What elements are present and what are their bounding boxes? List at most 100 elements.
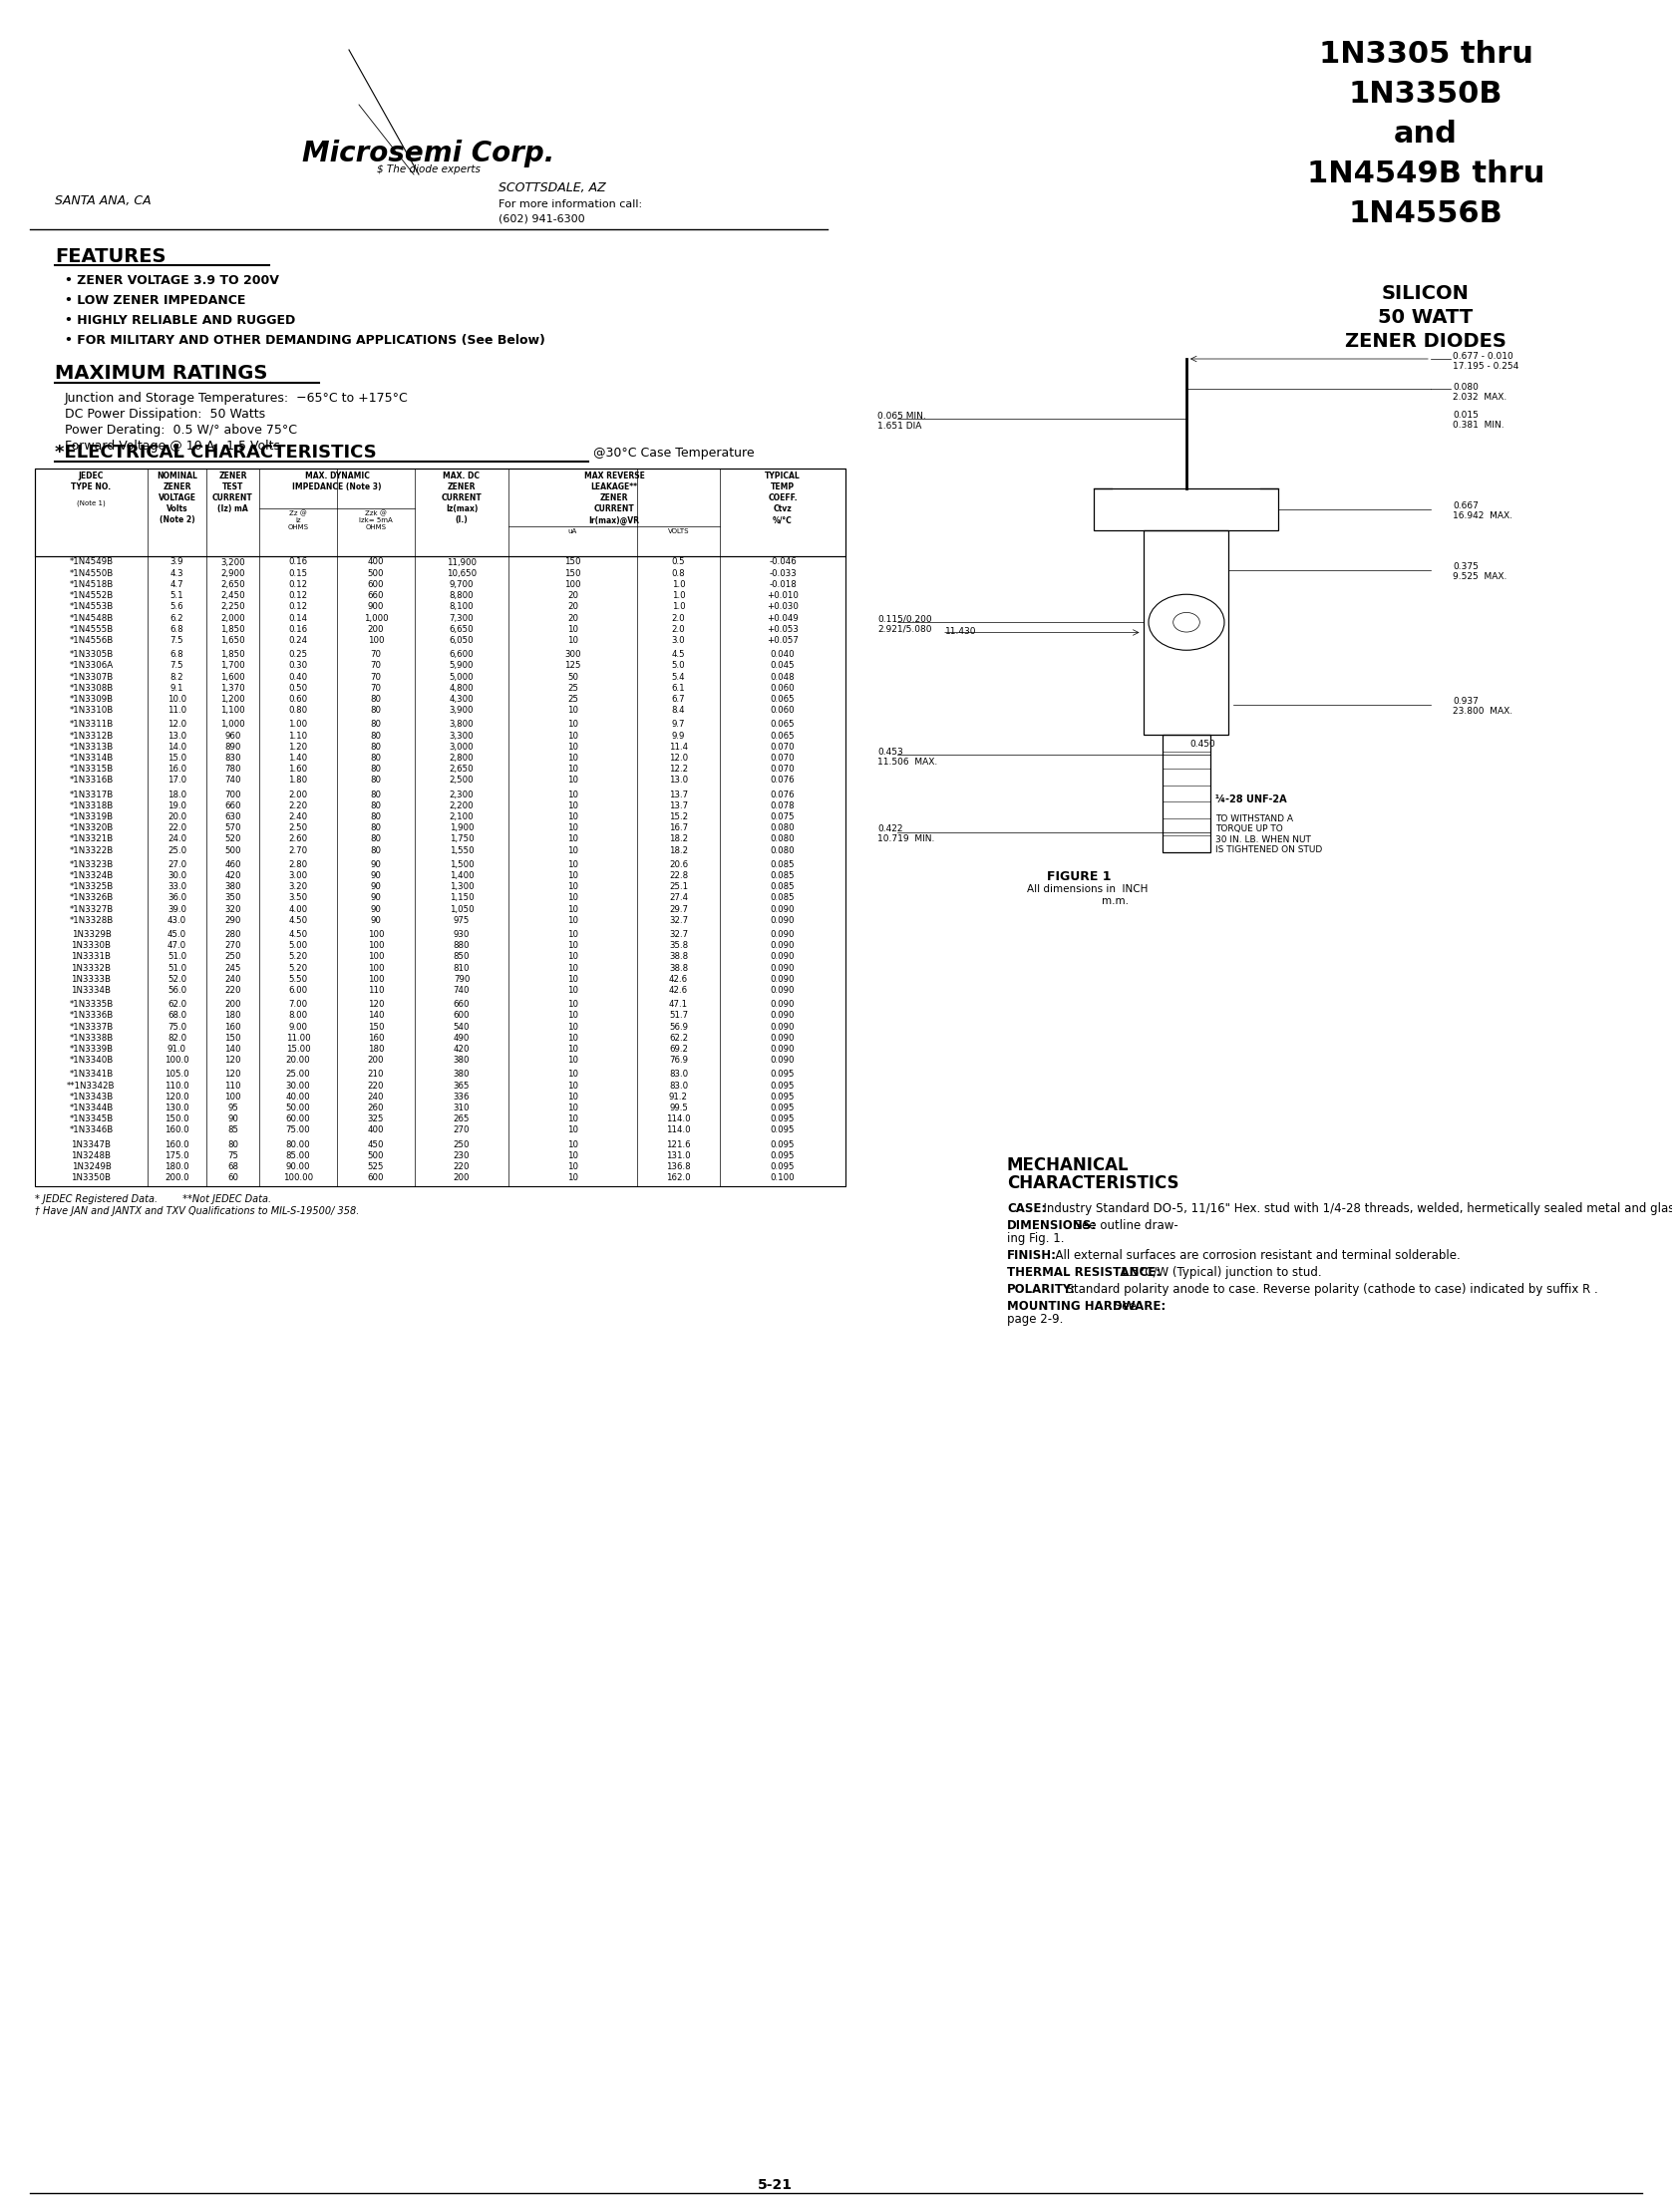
Text: All dimensions in  INCH: All dimensions in INCH: [1027, 885, 1149, 894]
Text: Power Derating:  0.5 W/° above 75°C: Power Derating: 0.5 W/° above 75°C: [65, 425, 298, 436]
Text: 70: 70: [371, 672, 381, 681]
Text: *1N3305B: *1N3305B: [69, 650, 114, 659]
Text: ing Fig. 1.: ing Fig. 1.: [1007, 1232, 1065, 1245]
Text: 60: 60: [227, 1172, 239, 1183]
Text: 110.0: 110.0: [166, 1082, 189, 1091]
Text: 890: 890: [224, 743, 241, 752]
Text: *1N3307B: *1N3307B: [69, 672, 114, 681]
Text: 35.8: 35.8: [669, 940, 687, 951]
Text: 140: 140: [368, 1011, 385, 1020]
Text: 600: 600: [453, 1011, 470, 1020]
Text: 90: 90: [371, 916, 381, 925]
Text: ZENER DIODES: ZENER DIODES: [1344, 332, 1506, 352]
Text: 91.0: 91.0: [167, 1044, 187, 1053]
Text: 150: 150: [565, 568, 580, 577]
Text: 250: 250: [453, 1139, 470, 1148]
Text: 80: 80: [371, 812, 381, 821]
Text: 960: 960: [224, 732, 241, 741]
Text: *1N3325B: *1N3325B: [69, 883, 114, 891]
Text: 51.0: 51.0: [167, 953, 187, 962]
Text: 0.065: 0.065: [771, 732, 794, 741]
Text: 260: 260: [368, 1104, 385, 1113]
Text: 10.0: 10.0: [167, 695, 187, 703]
Text: 10: 10: [567, 1093, 579, 1102]
Text: 9.1: 9.1: [171, 684, 184, 692]
Text: 0.090: 0.090: [771, 1033, 794, 1042]
Text: 5.50: 5.50: [289, 975, 308, 984]
Text: 0.090: 0.090: [771, 1000, 794, 1009]
Text: 570: 570: [224, 823, 241, 832]
Text: 0.677 - 0.010
17.195 - 0.254: 0.677 - 0.010 17.195 - 0.254: [1453, 352, 1518, 372]
Text: 3.9: 3.9: [171, 557, 184, 566]
Text: 0.937
23.800  MAX.: 0.937 23.800 MAX.: [1453, 697, 1513, 717]
Text: 1,850: 1,850: [221, 624, 246, 633]
Text: 60.00: 60.00: [286, 1115, 311, 1124]
Text: *1N3319B: *1N3319B: [69, 812, 114, 821]
Text: 2.0: 2.0: [672, 624, 686, 633]
Text: 2.60: 2.60: [289, 834, 308, 843]
Text: *1N3324B: *1N3324B: [69, 872, 114, 880]
Text: 6,650: 6,650: [450, 624, 473, 633]
Text: 0.060: 0.060: [771, 706, 794, 714]
Text: 10: 10: [567, 823, 579, 832]
Text: 25: 25: [567, 695, 579, 703]
Text: 180: 180: [224, 1011, 241, 1020]
Text: 125: 125: [565, 661, 580, 670]
Text: 1.00: 1.00: [289, 721, 308, 730]
Text: -0.018: -0.018: [769, 580, 796, 588]
Text: 0.080
2.032  MAX.: 0.080 2.032 MAX.: [1453, 383, 1506, 403]
Text: 5.20: 5.20: [289, 964, 308, 973]
Text: 10: 10: [567, 1139, 579, 1148]
Text: 2,900: 2,900: [221, 568, 246, 577]
Text: 83.0: 83.0: [669, 1071, 687, 1079]
Text: 25.00: 25.00: [286, 1071, 311, 1079]
Text: 12.2: 12.2: [669, 765, 687, 774]
Text: 3,300: 3,300: [450, 732, 473, 741]
Text: 100: 100: [368, 964, 385, 973]
Text: 0.14: 0.14: [289, 613, 308, 622]
Text: 0.16: 0.16: [289, 624, 308, 633]
Text: 33.0: 33.0: [167, 883, 187, 891]
Text: 0.090: 0.090: [771, 1011, 794, 1020]
Text: 0.095: 0.095: [771, 1161, 794, 1170]
Text: 6.2: 6.2: [171, 613, 184, 622]
Text: 5.20: 5.20: [289, 953, 308, 962]
Text: 0.045: 0.045: [771, 661, 794, 670]
Text: *1N3328B: *1N3328B: [69, 916, 114, 925]
Text: 0.095: 0.095: [771, 1126, 794, 1135]
Text: 50.00: 50.00: [286, 1104, 311, 1113]
Text: 0.080: 0.080: [771, 823, 794, 832]
Text: 17.0: 17.0: [167, 776, 187, 785]
Text: 220: 220: [453, 1161, 470, 1170]
Text: *1N3322B: *1N3322B: [69, 845, 114, 854]
Text: 20.0: 20.0: [167, 812, 187, 821]
Text: 10: 10: [567, 834, 579, 843]
Text: *1N3340B: *1N3340B: [69, 1055, 114, 1064]
Text: *1N4553B: *1N4553B: [69, 602, 114, 611]
Text: 850: 850: [453, 953, 470, 962]
Text: 15.2: 15.2: [669, 812, 687, 821]
Text: 6.00: 6.00: [289, 987, 308, 995]
Text: 91.2: 91.2: [669, 1093, 687, 1102]
Text: 19.0: 19.0: [167, 801, 187, 810]
Text: 1N3330B: 1N3330B: [72, 940, 110, 951]
Text: 0.090: 0.090: [771, 1055, 794, 1064]
Text: 50 WATT: 50 WATT: [1378, 307, 1473, 327]
Text: 10: 10: [567, 845, 579, 854]
Text: *1N3323B: *1N3323B: [69, 860, 114, 869]
Text: 0.065: 0.065: [771, 721, 794, 730]
Text: MAXIMUM RATINGS: MAXIMUM RATINGS: [55, 363, 268, 383]
Text: 2.20: 2.20: [289, 801, 308, 810]
Text: m.m.: m.m.: [1102, 896, 1129, 907]
Text: 20: 20: [567, 602, 579, 611]
Bar: [35, 469, 846, 1186]
Text: 131.0: 131.0: [665, 1150, 691, 1159]
Text: 1.10: 1.10: [289, 732, 308, 741]
Text: 6,600: 6,600: [450, 650, 473, 659]
Text: 100: 100: [368, 953, 385, 962]
Text: 110: 110: [224, 1082, 241, 1091]
Text: 2,100: 2,100: [450, 812, 473, 821]
Text: 880: 880: [453, 940, 470, 951]
Text: TYPICAL
TEMP
COEFF.
Ctvz
%/°C: TYPICAL TEMP COEFF. Ctvz %/°C: [764, 471, 801, 524]
Text: 13.0: 13.0: [669, 776, 687, 785]
